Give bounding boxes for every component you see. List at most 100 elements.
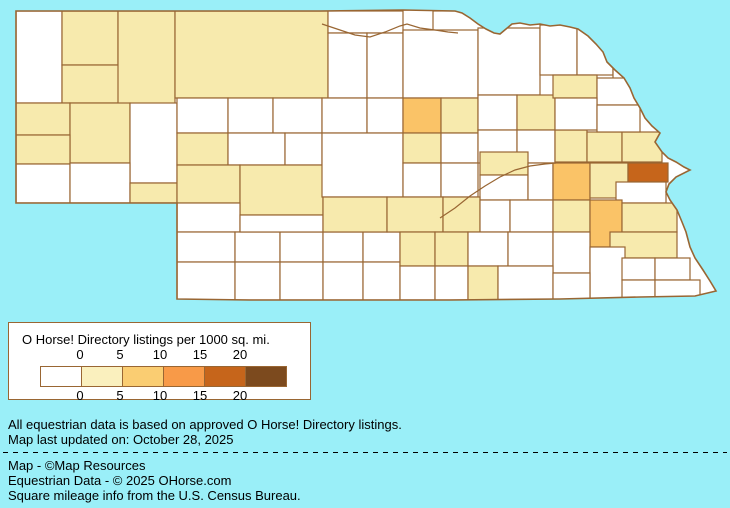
county[interactable] bbox=[402, 29, 479, 99]
county[interactable] bbox=[16, 134, 71, 165]
county[interactable] bbox=[516, 94, 556, 131]
county[interactable] bbox=[434, 265, 469, 300]
county[interactable] bbox=[552, 272, 591, 300]
county[interactable] bbox=[552, 231, 591, 274]
county[interactable] bbox=[16, 10, 63, 104]
legend-tick-label: 10 bbox=[152, 347, 168, 362]
county[interactable] bbox=[16, 163, 71, 204]
county[interactable] bbox=[279, 261, 324, 300]
county[interactable] bbox=[627, 162, 669, 183]
county[interactable] bbox=[279, 231, 324, 263]
county[interactable] bbox=[327, 32, 368, 99]
county[interactable] bbox=[589, 246, 626, 300]
county[interactable] bbox=[239, 164, 324, 216]
county[interactable] bbox=[239, 214, 324, 233]
county[interactable] bbox=[479, 199, 511, 233]
county[interactable] bbox=[362, 231, 401, 263]
county[interactable] bbox=[477, 94, 518, 131]
legend-swatch bbox=[246, 367, 286, 386]
county[interactable] bbox=[434, 231, 469, 267]
county[interactable] bbox=[596, 77, 641, 106]
county[interactable] bbox=[69, 162, 131, 204]
county[interactable] bbox=[621, 131, 663, 163]
county[interactable] bbox=[321, 97, 368, 134]
county[interactable] bbox=[552, 74, 598, 99]
county[interactable] bbox=[174, 10, 329, 99]
county[interactable] bbox=[176, 261, 236, 300]
county[interactable] bbox=[621, 257, 656, 281]
county[interactable] bbox=[322, 196, 388, 233]
county[interactable] bbox=[227, 132, 286, 166]
county[interactable] bbox=[399, 231, 436, 267]
county[interactable] bbox=[615, 181, 667, 204]
county[interactable] bbox=[654, 279, 701, 300]
county[interactable] bbox=[621, 202, 678, 233]
county[interactable] bbox=[129, 102, 178, 184]
county[interactable] bbox=[576, 27, 614, 76]
county[interactable] bbox=[497, 265, 554, 300]
county[interactable] bbox=[586, 131, 623, 163]
county[interactable] bbox=[129, 182, 178, 204]
county[interactable] bbox=[479, 151, 529, 176]
county[interactable] bbox=[552, 199, 591, 233]
county[interactable] bbox=[284, 132, 323, 166]
legend-swatch bbox=[205, 367, 246, 386]
county[interactable] bbox=[176, 164, 241, 204]
county[interactable] bbox=[176, 132, 229, 166]
legend-ticks-top: 0 5 10 15 20 bbox=[40, 347, 281, 362]
county[interactable] bbox=[527, 162, 554, 201]
county[interactable] bbox=[440, 97, 479, 134]
county[interactable] bbox=[321, 132, 404, 198]
county[interactable] bbox=[234, 261, 281, 300]
dashed-separator bbox=[3, 452, 727, 453]
county[interactable] bbox=[386, 196, 444, 233]
map-updated-text: Map last updated on: October 28, 2025 bbox=[8, 432, 234, 447]
county[interactable] bbox=[16, 102, 71, 136]
county[interactable] bbox=[176, 97, 229, 134]
nebraska-map bbox=[15, 9, 718, 301]
county[interactable] bbox=[176, 231, 236, 263]
county[interactable] bbox=[467, 231, 509, 267]
county[interactable] bbox=[589, 199, 623, 248]
county[interactable] bbox=[467, 265, 499, 300]
county[interactable] bbox=[362, 261, 401, 300]
county[interactable] bbox=[234, 231, 281, 263]
county[interactable] bbox=[402, 162, 442, 198]
legend-swatch bbox=[123, 367, 164, 386]
county[interactable] bbox=[402, 97, 442, 134]
county[interactable] bbox=[366, 32, 404, 99]
county[interactable] bbox=[272, 97, 323, 134]
county[interactable] bbox=[539, 24, 578, 76]
county[interactable] bbox=[479, 174, 529, 201]
county[interactable] bbox=[507, 231, 554, 267]
river-boundary-line bbox=[321, 23, 459, 38]
county[interactable] bbox=[322, 231, 364, 263]
county[interactable] bbox=[509, 199, 554, 233]
county[interactable] bbox=[322, 261, 364, 300]
legend-swatch bbox=[164, 367, 205, 386]
legend-tick-label: 20 bbox=[232, 388, 248, 403]
county[interactable] bbox=[402, 132, 442, 164]
county[interactable] bbox=[596, 104, 641, 133]
equestrian-data-copyright-text: Equestrian Data - © 2025 OHorse.com bbox=[8, 473, 232, 488]
county[interactable] bbox=[654, 257, 691, 281]
county[interactable] bbox=[366, 97, 404, 134]
county[interactable] bbox=[61, 64, 121, 104]
county[interactable] bbox=[554, 129, 588, 163]
county[interactable] bbox=[176, 202, 241, 233]
county[interactable] bbox=[552, 162, 591, 201]
county[interactable] bbox=[227, 97, 274, 134]
county[interactable] bbox=[554, 97, 598, 131]
legend-title: O Horse! Directory listings per 1000 sq.… bbox=[22, 332, 270, 347]
county[interactable] bbox=[61, 10, 119, 66]
county[interactable] bbox=[612, 51, 639, 81]
data-disclaimer-text: All equestrian data is based on approved… bbox=[8, 417, 402, 432]
county[interactable] bbox=[399, 265, 436, 300]
county[interactable] bbox=[440, 132, 479, 164]
county[interactable] bbox=[477, 27, 541, 96]
county[interactable] bbox=[440, 162, 479, 198]
legend-tick-label: 5 bbox=[116, 388, 124, 403]
map-copyright-text: Map - ©Map Resources bbox=[8, 458, 146, 473]
county[interactable] bbox=[117, 10, 176, 106]
county[interactable] bbox=[69, 102, 131, 164]
